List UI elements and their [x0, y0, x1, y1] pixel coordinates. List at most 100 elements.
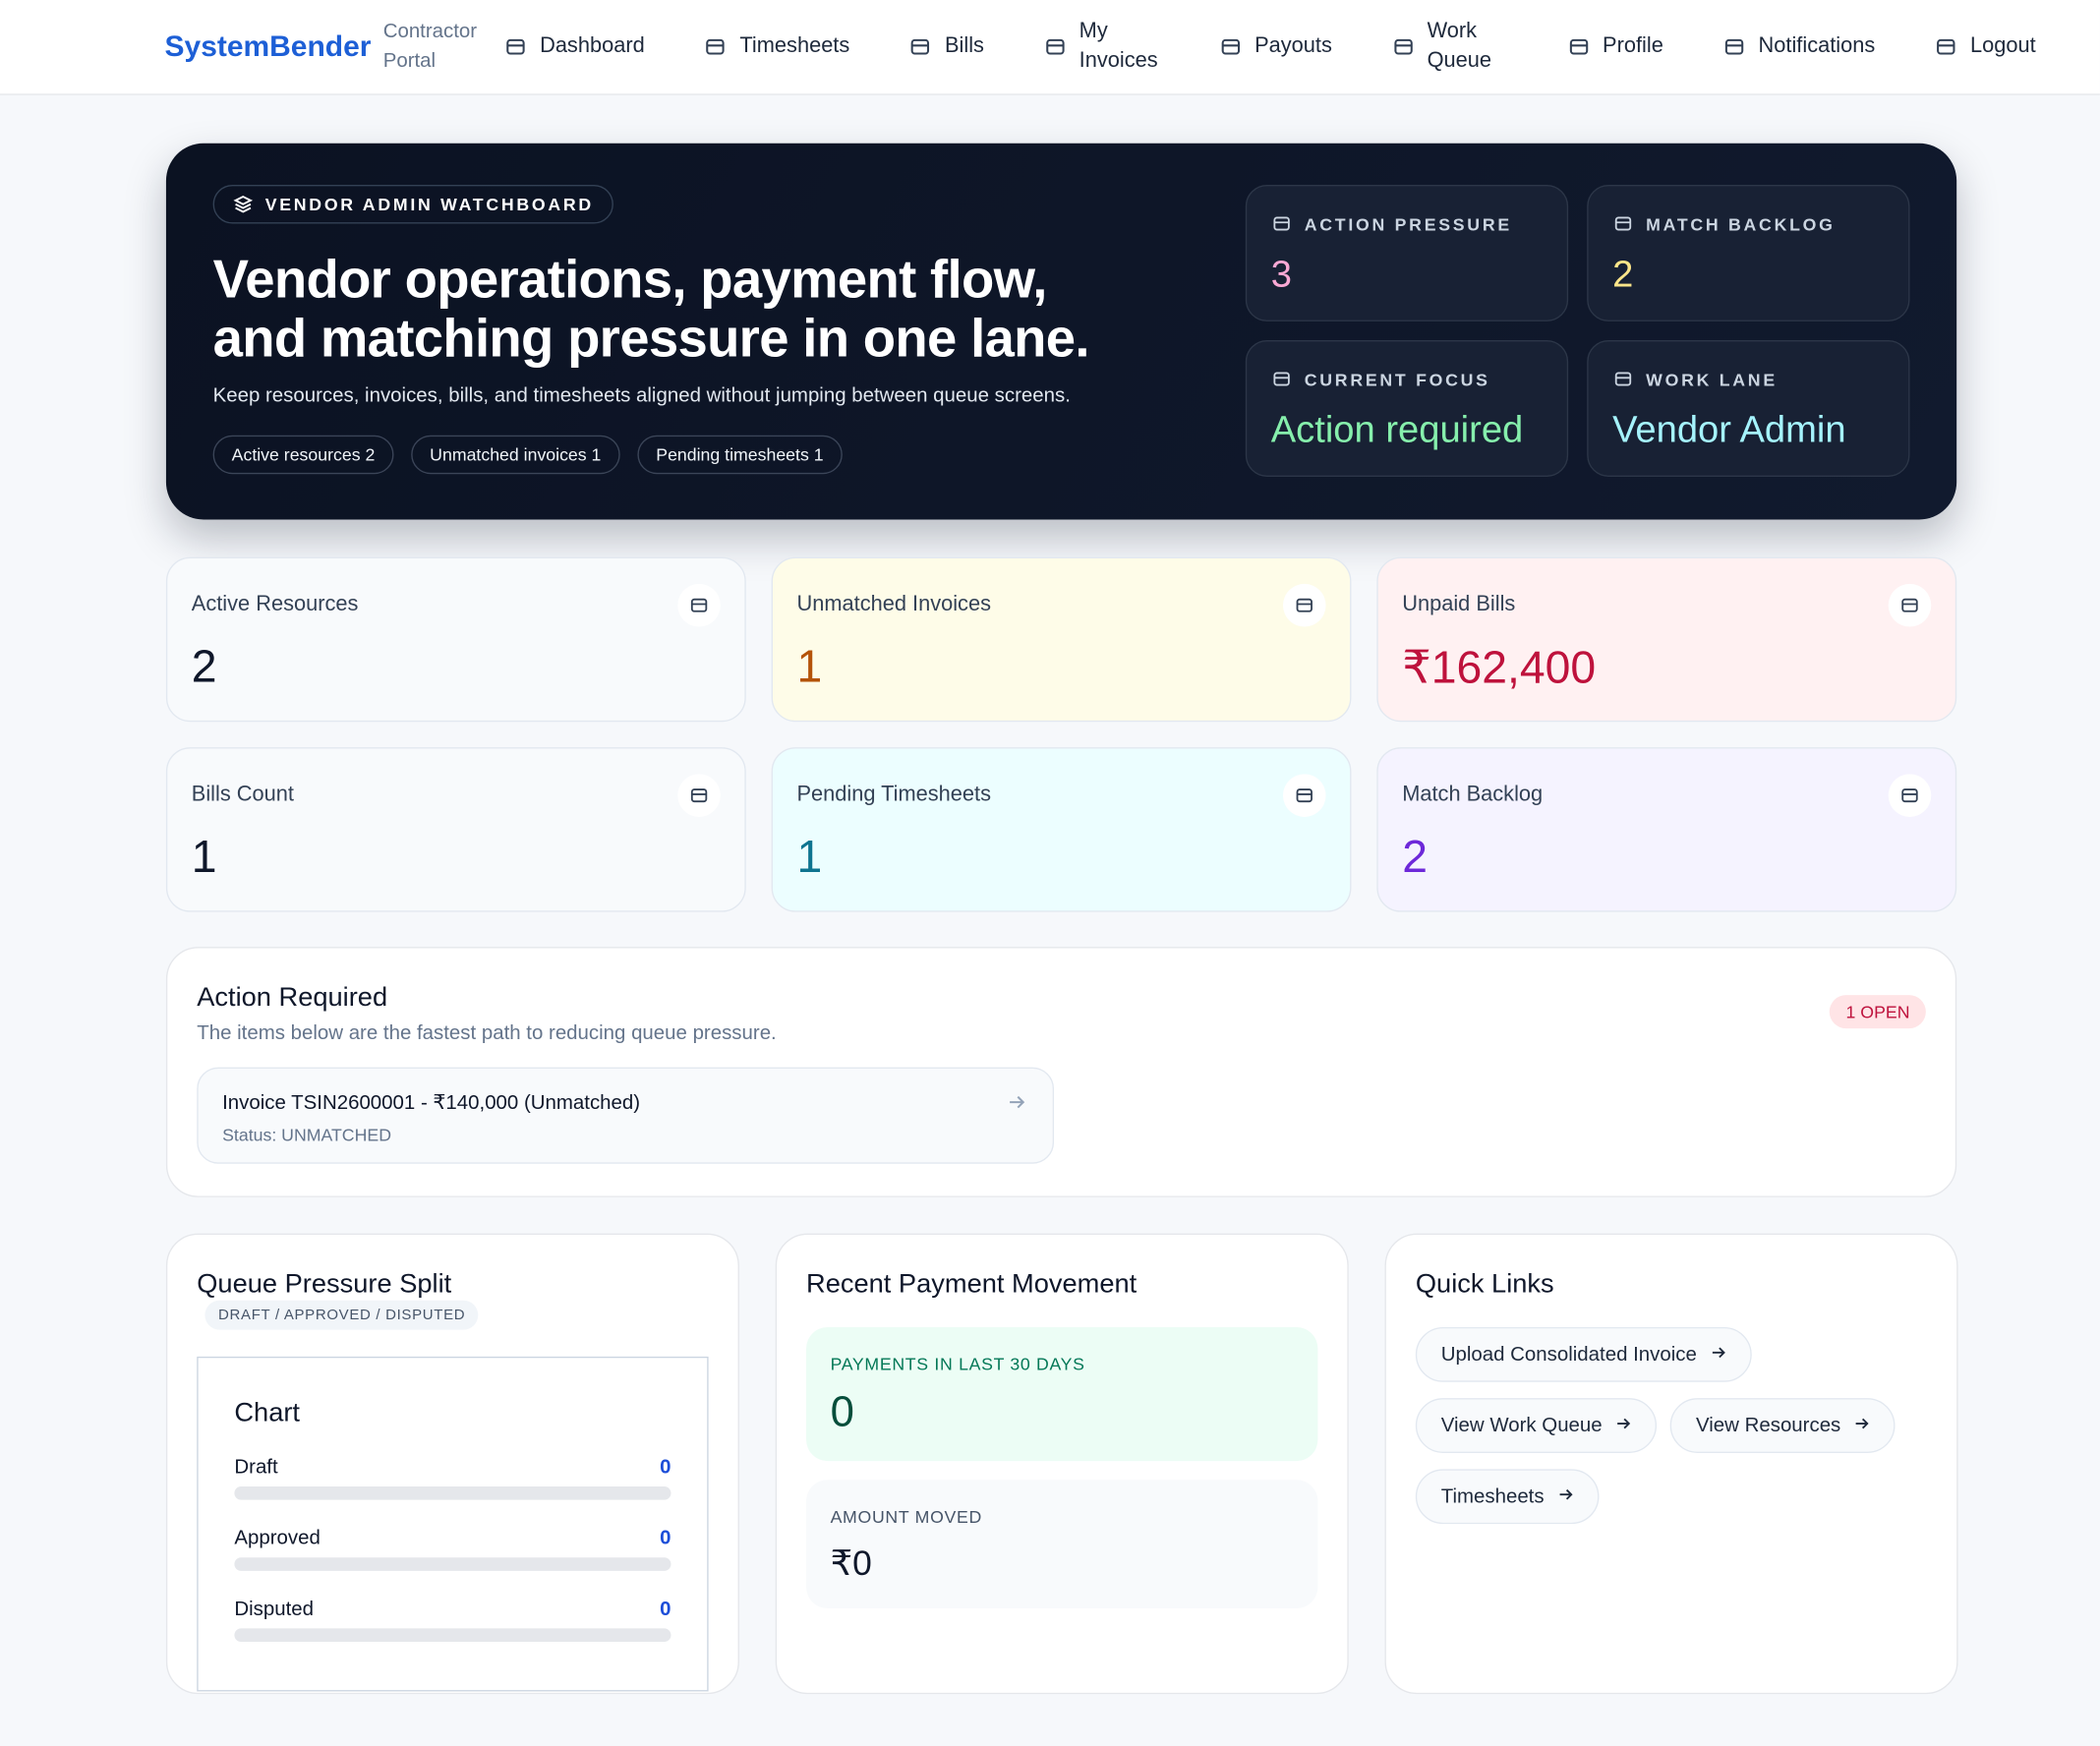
quick-link[interactable]: View Resources — [1670, 1398, 1896, 1453]
link-label: Upload Consolidated Invoice — [1440, 1343, 1697, 1367]
quick-link[interactable]: Upload Consolidated Invoice — [1415, 1326, 1752, 1382]
stat-label: Match Backlog — [1402, 783, 1544, 807]
brand[interactable]: SystemBender — [164, 29, 372, 64]
nav-item[interactable]: Dashboard — [503, 18, 645, 77]
row-label: Disputed — [234, 1598, 315, 1621]
icon — [1045, 38, 1065, 55]
stat-icon — [1888, 774, 1932, 817]
icon — [1901, 788, 1918, 803]
icon — [1221, 38, 1240, 55]
chip: Pending timesheets 1 — [637, 435, 843, 475]
queue-card: Queue Pressure SplitDRAFT / APPROVED / D… — [165, 1233, 739, 1695]
link-label: View Work Queue — [1440, 1414, 1603, 1437]
nav-label: Payouts — [1254, 34, 1332, 58]
nav-item[interactable]: Bills — [908, 18, 984, 77]
icon — [1901, 598, 1918, 612]
payments-card: Recent Payment Movement PAYMENTS IN LAST… — [775, 1233, 1349, 1695]
stat-value: ₹162,400 — [1402, 642, 1597, 694]
tile-label-text: CURRENT FOCUS — [1304, 369, 1490, 389]
stat-value: 2 — [191, 641, 217, 693]
hero-tile: ACTION PRESSURE 3 — [1245, 184, 1569, 321]
chart-title: Chart — [234, 1398, 301, 1428]
recent-label: PAYMENTS IN LAST 30 DAYS — [830, 1354, 1085, 1374]
stat-icon — [677, 583, 721, 627]
chip: Unmatched invoices 1 — [411, 435, 620, 475]
chart-row: Disputed 0 — [234, 1598, 671, 1643]
icon — [1296, 788, 1312, 803]
stat-card: Pending Timesheets 1 — [771, 747, 1352, 912]
hero: VENDOR ADMIN WATCHBOARD Vendor operation… — [165, 143, 1957, 520]
nav-item[interactable]: My Invoices — [1043, 18, 1160, 77]
nav-label: My Invoices — [1079, 20, 1158, 73]
row-track — [234, 1628, 671, 1643]
item-title: Invoice TSIN2600001 - ₹140,000 (Unmatche… — [222, 1091, 641, 1115]
quick-link[interactable]: Timesheets — [1415, 1469, 1600, 1525]
nav-items: Dashboard Timesheets Bills My Invoices Payou… — [503, 18, 2094, 77]
icon — [1296, 598, 1312, 612]
link-label: Timesheets — [1440, 1484, 1545, 1508]
nav-item[interactable]: Timesheets — [704, 18, 850, 77]
nav-item[interactable]: Work Queue — [1391, 18, 1508, 77]
queue-tag: DRAFT / APPROVED / DISPUTED — [204, 1300, 479, 1330]
row-head: Disputed 0 — [234, 1598, 671, 1620]
main: VENDOR ADMIN WATCHBOARD Vendor operation… — [165, 143, 1958, 1695]
row-label: Draft — [234, 1455, 278, 1479]
link-arrow — [1854, 1414, 1870, 1436]
icon — [1273, 372, 1290, 386]
stat-icon — [1888, 583, 1932, 627]
nav-label: Work Queue — [1427, 20, 1492, 73]
link-arrow — [1557, 1485, 1573, 1508]
chip: Active resources 2 — [212, 435, 394, 475]
tile-label-text: WORK LANE — [1646, 369, 1778, 389]
amount-label: AMOUNT MOVED — [830, 1506, 983, 1527]
item-status: Status: UNMATCHED — [222, 1125, 391, 1145]
link-arrow — [1710, 1343, 1725, 1366]
nav-label: Bills — [944, 34, 984, 58]
stat-label: Unmatched Invoices — [796, 593, 991, 616]
links-card: Quick Links Upload Consolidated Invoice V… — [1384, 1233, 1958, 1695]
nav-label: Profile — [1603, 34, 1663, 58]
chart-row: Approved 0 — [234, 1527, 671, 1571]
icon — [1393, 38, 1413, 55]
nav-item[interactable]: Logout — [1934, 18, 2036, 77]
icon — [1614, 372, 1632, 386]
row-label: Approved — [234, 1526, 321, 1550]
tile-label-text: ACTION PRESSURE — [1304, 213, 1512, 234]
stat-label: Active Resources — [191, 593, 359, 616]
nav-item[interactable]: Payouts — [1218, 18, 1332, 77]
stat-label: Bills Count — [191, 783, 294, 807]
queue-chart: Chart Draft 0 Approved 0 Disputed 0 — [197, 1356, 709, 1692]
stat-label: Pending Timesheets — [796, 783, 992, 807]
link-label: View Resources — [1696, 1414, 1841, 1437]
action-card: Action Required The items below are the … — [165, 947, 1957, 1197]
nav-label: Dashboard — [540, 34, 645, 58]
nav-label: Timesheets — [739, 34, 850, 58]
nav-item[interactable]: Profile — [1566, 18, 1663, 77]
tile-label-text: MATCH BACKLOG — [1646, 213, 1836, 234]
stat-card: Bills Count 1 — [165, 747, 746, 912]
stat-value: 1 — [191, 831, 217, 883]
badge-text: VENDOR ADMIN WATCHBOARD — [264, 194, 594, 214]
nav-item[interactable]: Notifications — [1722, 18, 1875, 77]
nav-label: Logout — [1969, 34, 2036, 58]
amount-box: AMOUNT MOVED ₹0 — [806, 1480, 1318, 1609]
chart-row: Draft 0 — [234, 1456, 671, 1500]
link-arrow — [1615, 1414, 1631, 1436]
hero-tiles: ACTION PRESSURE 3 MATCH BACKLOG 2 CURRENT FO… — [1245, 184, 1910, 477]
stat-card: Active Resources 2 — [165, 556, 746, 723]
icon — [690, 598, 708, 612]
icon — [1614, 216, 1632, 231]
row-head: Draft 0 — [234, 1456, 671, 1479]
arrow-icon — [1010, 1095, 1025, 1109]
row-head: Approved 0 — [234, 1527, 671, 1549]
quick-link[interactable]: View Work Queue — [1415, 1398, 1658, 1453]
stat-icon — [677, 774, 721, 817]
nav-bar: SystemBender Contractor Portal Dashboard… — [0, 0, 2100, 95]
action-item[interactable]: Invoice TSIN2600001 - ₹140,000 (Unmatche… — [197, 1067, 1055, 1164]
stat-card: Unmatched Invoices 1 — [771, 556, 1352, 723]
hero-badge: VENDOR ADMIN WATCHBOARD — [212, 184, 614, 224]
links: Upload Consolidated Invoice View Work Que… — [1415, 1326, 1925, 1541]
tile-label: ACTION PRESSURE — [1271, 213, 1544, 235]
